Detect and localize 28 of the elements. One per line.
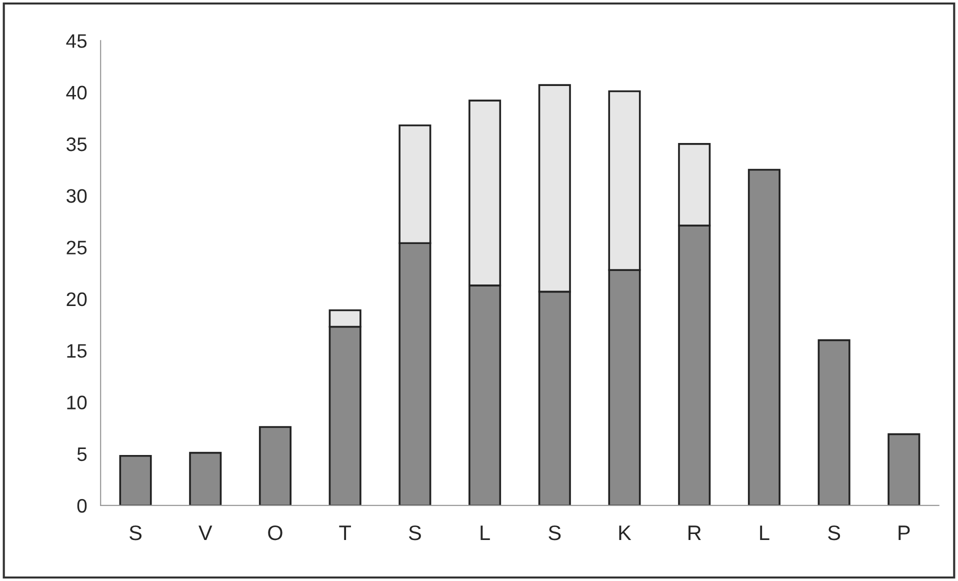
x-tick-label: S <box>828 525 840 540</box>
x-tick-label: S <box>548 525 561 540</box>
x-tick-label: R <box>688 526 701 540</box>
x-tick-label: P <box>898 526 910 540</box>
x-tick-label: L <box>480 526 490 540</box>
x-tick-label: L <box>760 526 770 540</box>
bar <box>818 339 850 506</box>
y-tick-label: 25 <box>66 240 87 254</box>
bar <box>748 168 780 506</box>
bar <box>119 454 152 506</box>
x-tick-label: O <box>268 525 282 540</box>
bar <box>189 452 222 506</box>
x-tick-label: T <box>339 526 351 540</box>
y-tick-label: 40 <box>66 86 87 100</box>
x-tick-label: K <box>619 526 632 540</box>
y-tick-label: 0 <box>77 498 87 513</box>
y-tick-label: 45 <box>66 34 87 48</box>
y-tick-label: 35 <box>66 137 87 152</box>
bar <box>258 426 292 506</box>
x-tick-label: S <box>408 525 421 540</box>
y-tick-label: 30 <box>66 189 87 203</box>
y-tick-label: 5 <box>77 447 87 462</box>
y-tick-label: 15 <box>67 344 87 358</box>
x-tick-label: V <box>198 526 212 540</box>
x-tick-label: S <box>130 525 142 540</box>
bar <box>888 433 920 506</box>
y-tick-label: 10 <box>67 396 87 410</box>
y-tick-label: 20 <box>66 292 87 306</box>
